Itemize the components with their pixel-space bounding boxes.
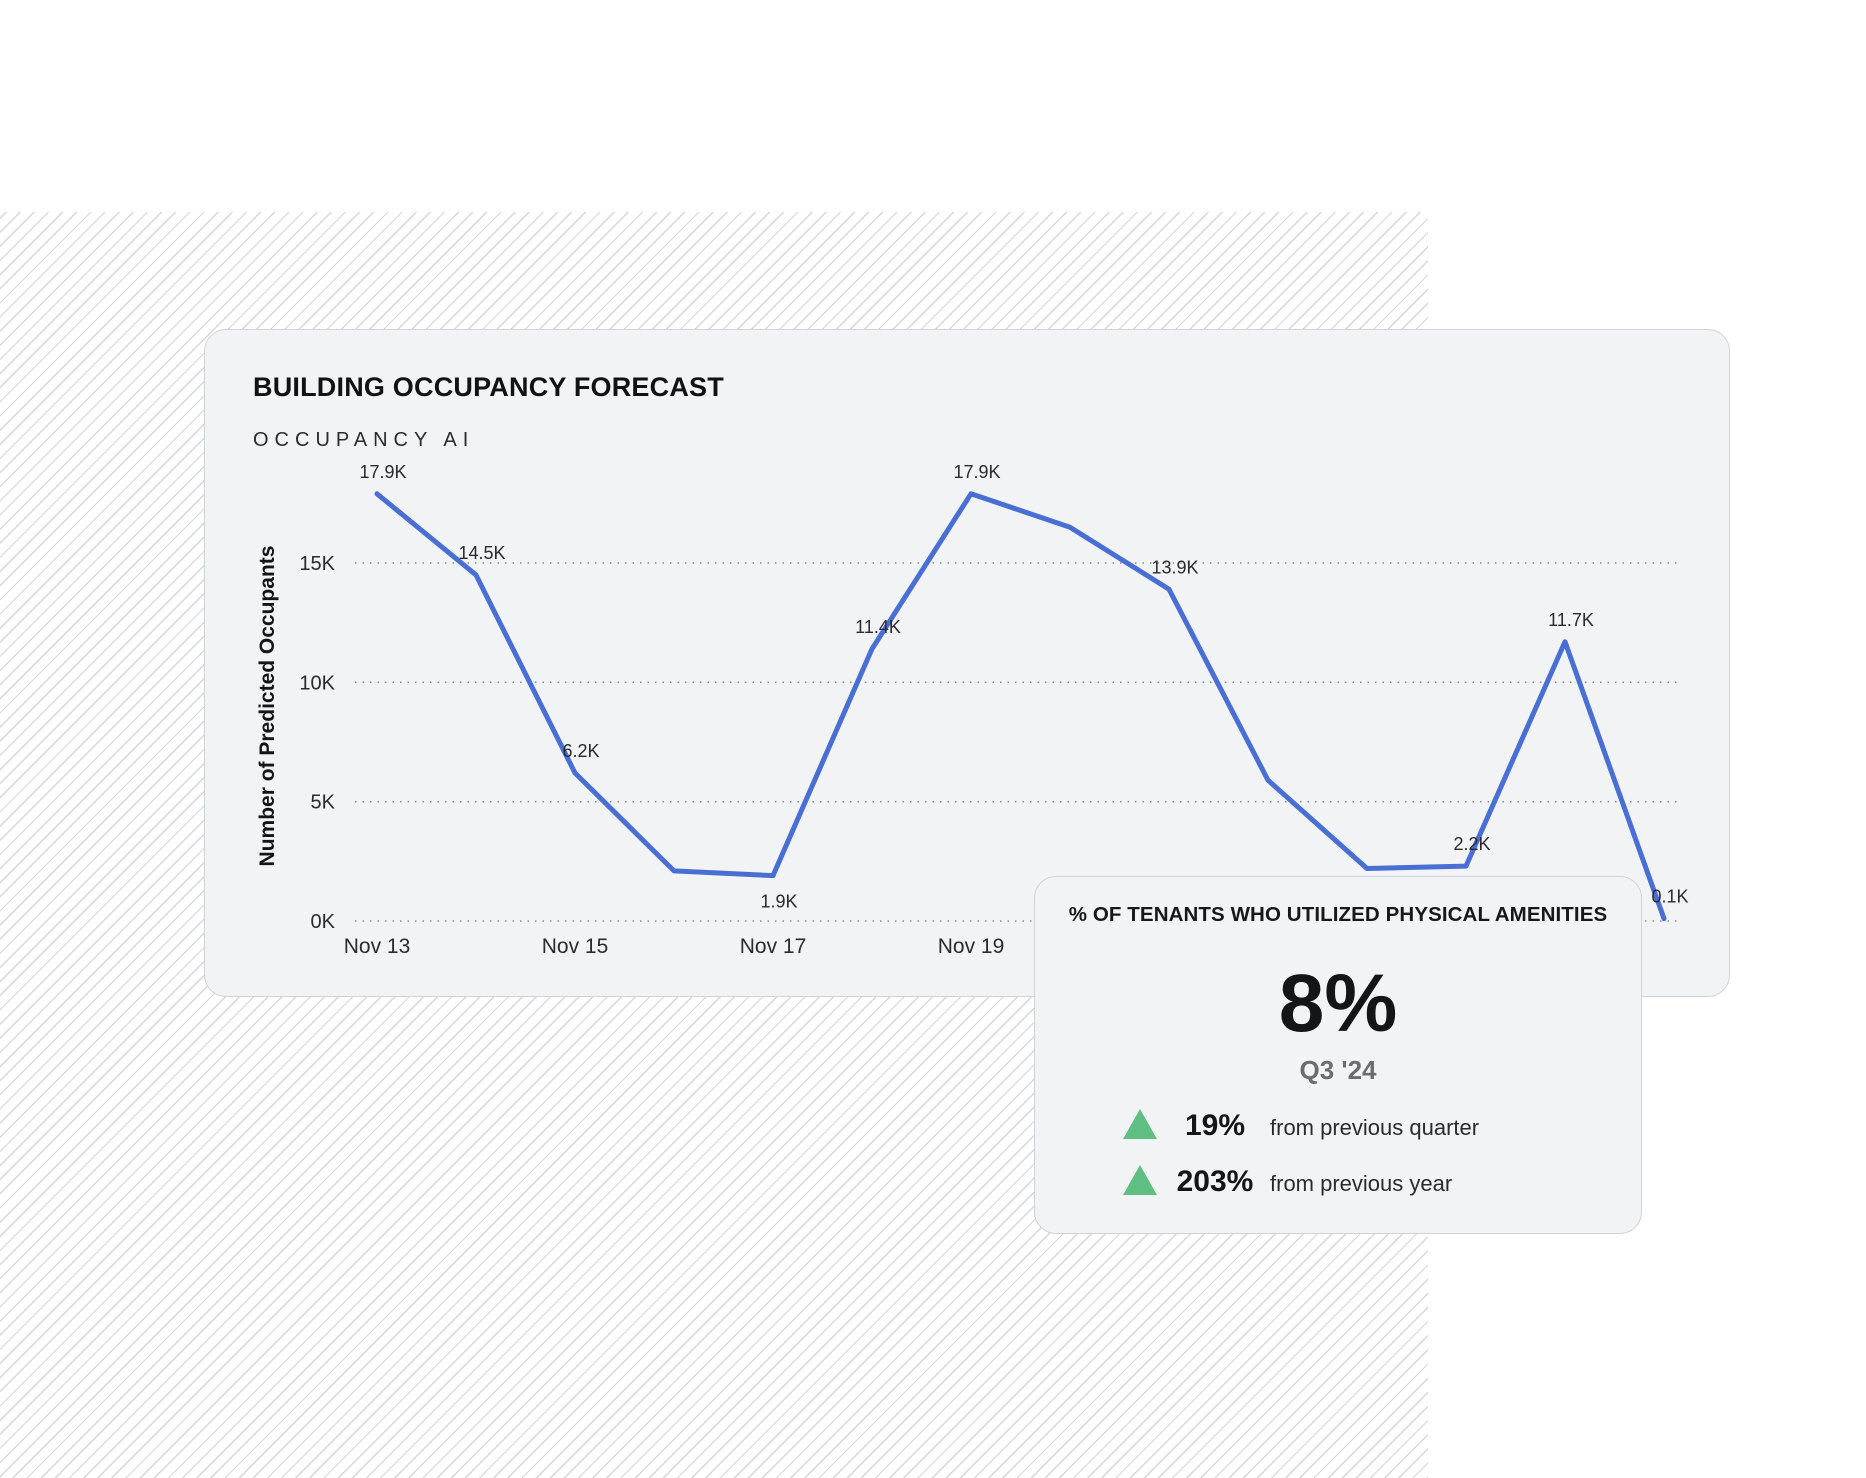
x-tick-label: Nov 15	[542, 935, 609, 958]
change-row-quarter: 19% from previous quarter	[1123, 1103, 1583, 1147]
y-tick-label: 15K	[299, 553, 335, 575]
chart-title: BUILDING OCCUPANCY FORECAST	[253, 372, 724, 402]
data-label: 14.5K	[458, 543, 505, 563]
data-label: 13.9K	[1151, 557, 1198, 577]
amenities-card-title: % OF TENANTS WHO UTILIZED PHYSICAL AMENI…	[1068, 903, 1608, 926]
occupancy-line-chart: 0K 5K 10K 15K Number of Predicted Occupants N…	[256, 462, 1689, 958]
y-tick-label: 0K	[311, 911, 336, 933]
change-value: 203%	[1176, 1165, 1254, 1198]
data-label: 0.1K	[1651, 887, 1688, 907]
data-label: 17.9K	[359, 462, 406, 482]
x-tick-label: Nov 17	[740, 935, 807, 958]
data-label: 2.2K	[1453, 834, 1490, 854]
change-value: 19%	[1184, 1109, 1246, 1142]
up-arrow-icon	[1123, 1165, 1157, 1195]
amenities-period: Q3 '24	[1299, 1055, 1377, 1085]
change-label: from previous year	[1270, 1171, 1453, 1196]
amenities-percent-value: 8%	[1278, 958, 1398, 1049]
data-label: 11.4K	[855, 617, 901, 637]
up-arrow-icon	[1123, 1109, 1157, 1139]
data-label: 1.9K	[760, 892, 797, 912]
amenities-utilization-card: % OF TENANTS WHO UTILIZED PHYSICAL AMENI…	[1034, 876, 1642, 1234]
data-label: 11.7K	[1548, 610, 1594, 630]
chart-subtitle: OCCUPANCY AI	[253, 429, 475, 451]
y-tick-label: 10K	[299, 672, 335, 694]
occupancy-series-line	[374, 491, 1667, 922]
x-tick-label: Nov 13	[344, 935, 411, 958]
data-label: 17.9K	[953, 462, 1000, 482]
change-label: from previous quarter	[1270, 1115, 1480, 1140]
y-tick-label: 5K	[311, 792, 336, 814]
y-axis-title: Number of Predicted Occupants	[256, 546, 279, 867]
change-row-year: 203% from previous year	[1123, 1159, 1583, 1203]
x-tick-label: Nov 19	[938, 935, 1005, 958]
data-label: 6.2K	[562, 741, 599, 761]
